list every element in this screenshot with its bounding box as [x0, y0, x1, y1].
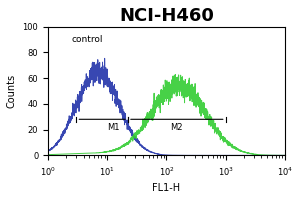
- Title: NCI-H460: NCI-H460: [119, 7, 214, 25]
- X-axis label: FL1-H: FL1-H: [152, 183, 181, 193]
- Text: M2: M2: [171, 123, 183, 132]
- Text: M1: M1: [107, 123, 120, 132]
- Y-axis label: Counts: Counts: [7, 74, 17, 108]
- Text: control: control: [72, 35, 103, 44]
